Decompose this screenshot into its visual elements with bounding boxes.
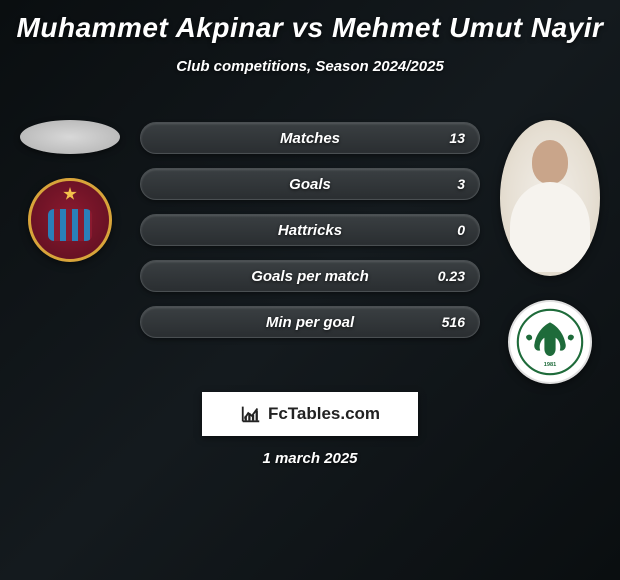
stat-right-value: 3 xyxy=(457,176,465,192)
player-left-photo xyxy=(20,120,120,154)
stat-row-hattricks: Hattricks 0 xyxy=(140,214,480,246)
stat-row-goals-per-match: Goals per match 0.23 xyxy=(140,260,480,292)
stat-right-value: 0.23 xyxy=(438,268,465,284)
eagle-crest-icon: 1981 xyxy=(515,307,585,377)
svg-text:1981: 1981 xyxy=(544,362,556,368)
stat-row-matches: Matches 13 xyxy=(140,122,480,154)
stat-label: Matches xyxy=(280,130,340,147)
player-right-photo xyxy=(500,120,600,276)
chart-icon xyxy=(240,403,262,425)
branding-box[interactable]: FcTables.com xyxy=(202,392,418,436)
comparison-subtitle: Club competitions, Season 2024/2025 xyxy=(0,58,620,75)
left-player-column xyxy=(10,120,130,262)
stat-label: Min per goal xyxy=(266,314,354,331)
stat-label: Goals per match xyxy=(251,268,369,285)
stat-right-value: 13 xyxy=(449,130,465,146)
club-left-stripes xyxy=(48,209,92,241)
branding-suffix: Tables.com xyxy=(288,404,380,423)
club-badge-right: 1981 xyxy=(508,300,592,384)
stat-label: Hattricks xyxy=(278,222,342,239)
branding-text: FcTables.com xyxy=(268,404,380,424)
stat-row-goals: Goals 3 xyxy=(140,168,480,200)
stat-right-value: 516 xyxy=(442,314,465,330)
stat-row-min-per-goal: Min per goal 516 xyxy=(140,306,480,338)
right-player-column: 1981 xyxy=(490,120,610,384)
branding-prefix: Fc xyxy=(268,404,288,423)
comparison-title: Muhammet Akpinar vs Mehmet Umut Nayir xyxy=(0,0,620,44)
stat-label: Goals xyxy=(289,176,331,193)
stats-container: Matches 13 Goals 3 Hattricks 0 Goals per… xyxy=(140,122,480,338)
stat-right-value: 0 xyxy=(457,222,465,238)
club-badge-left xyxy=(28,178,112,262)
comparison-date: 1 march 2025 xyxy=(262,450,357,467)
